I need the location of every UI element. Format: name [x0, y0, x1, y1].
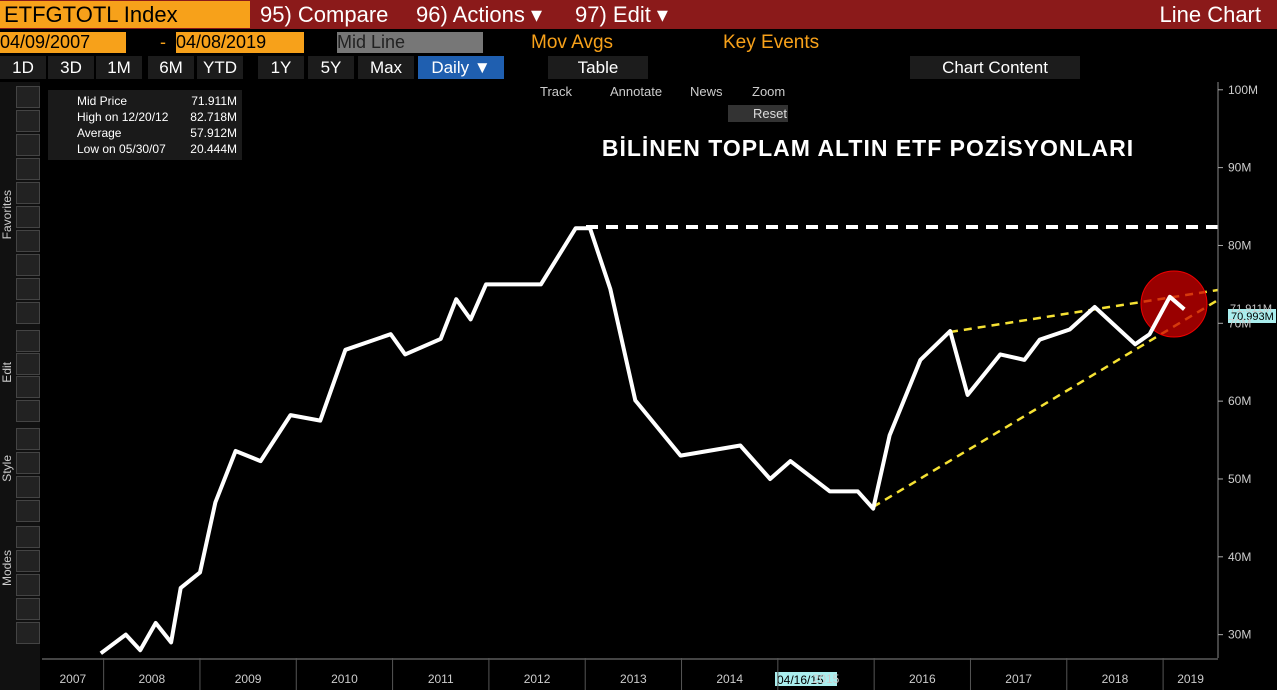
- x-tick-label: 2012: [524, 672, 551, 686]
- legend-name: Mid Price: [77, 94, 127, 108]
- price-tag: 71.911M: [1230, 303, 1272, 315]
- cursor-date: 04/16/15: [777, 673, 824, 687]
- y-tick-label: 50M: [1228, 472, 1251, 486]
- tool-icon[interactable]: [16, 158, 40, 180]
- trend-line: [872, 298, 1219, 509]
- reset-bg: [728, 105, 788, 122]
- x-tick-label: 2017: [1005, 672, 1032, 686]
- period-button[interactable]: 3D: [48, 56, 94, 79]
- tab[interactable]: 97) Edit ▾: [567, 1, 676, 28]
- tool-icon[interactable]: [16, 550, 40, 572]
- reset: Reset: [753, 106, 787, 121]
- tool-icon[interactable]: [16, 400, 40, 422]
- period-button[interactable]: 1M: [96, 56, 142, 79]
- chart-tool: Track: [540, 84, 573, 99]
- key-events[interactable]: Key Events: [723, 32, 820, 53]
- tool-icon[interactable]: [16, 376, 40, 398]
- x-tick-label: 2015: [813, 672, 840, 686]
- period-button[interactable]: 1D: [0, 56, 46, 79]
- view-name: Line Chart: [1159, 2, 1261, 27]
- table-button[interactable]: Table: [548, 56, 648, 79]
- tool-icon[interactable]: [16, 574, 40, 596]
- end-date[interactable]: 04/08/2019: [176, 32, 304, 53]
- legend-value: 71.911M: [191, 94, 237, 108]
- tab[interactable]: 96) Actions ▾: [408, 1, 550, 28]
- tool-icon[interactable]: [16, 110, 40, 132]
- mov-avgs[interactable]: Mov Avgs: [531, 32, 614, 53]
- start-date[interactable]: 04/09/2007: [0, 32, 126, 53]
- chart-tool: News: [690, 84, 723, 99]
- period-button[interactable]: YTD: [197, 56, 243, 79]
- x-tick-label: 2008: [138, 672, 165, 686]
- tool-icon[interactable]: [16, 598, 40, 620]
- tool-icon[interactable]: [16, 254, 40, 276]
- y-tick-label: 100M: [1228, 83, 1258, 97]
- x-tick-label: 2018: [1102, 672, 1129, 686]
- ticker[interactable]: ETFGTOTL Index: [0, 1, 250, 28]
- legend-name: Average: [77, 126, 122, 140]
- legend-value: 82.718M: [190, 110, 237, 124]
- legend-value: 57.912M: [190, 126, 237, 140]
- x-tick-label: 2007: [59, 672, 86, 686]
- legend-name: High on 12/20/12: [77, 110, 169, 124]
- tool-icon[interactable]: [16, 182, 40, 204]
- tool-icon[interactable]: [16, 476, 40, 498]
- tool-icon[interactable]: [16, 302, 40, 324]
- tool-icon[interactable]: [16, 500, 40, 522]
- chart-tool: Zoom: [752, 84, 785, 99]
- tool-icon[interactable]: [16, 134, 40, 156]
- legend-value: 20.444M: [190, 142, 237, 156]
- x-tick-label: 2011: [428, 672, 454, 686]
- legend-box: [48, 90, 242, 160]
- plot-bg: [42, 82, 1222, 658]
- tool-icon[interactable]: [16, 353, 40, 375]
- y-tick-label: 90M: [1228, 161, 1251, 175]
- x-tick-label: 2014: [716, 672, 743, 686]
- tool-icon[interactable]: [16, 86, 40, 108]
- chart-tool: Annotate: [610, 84, 662, 99]
- tool-icon[interactable]: [16, 526, 40, 548]
- chart-content[interactable]: Chart Content: [910, 56, 1080, 79]
- period-button[interactable]: 5Y: [308, 56, 354, 79]
- highlight-circle: [1140, 270, 1208, 338]
- tool-icon[interactable]: [16, 278, 40, 300]
- tool-icon[interactable]: [16, 230, 40, 252]
- date-sep: -: [160, 32, 166, 52]
- y-tick-label: 40M: [1228, 550, 1251, 564]
- tab[interactable]: 95) Compare: [252, 1, 397, 28]
- x-tick-label: 2016: [909, 672, 936, 686]
- price-line: [99, 226, 1186, 655]
- period-button[interactable]: Max: [358, 56, 414, 79]
- y-tick-label: 80M: [1228, 238, 1251, 252]
- tool-icon[interactable]: [16, 330, 40, 352]
- price-tag-bg: [1228, 309, 1276, 323]
- legend-name: Low on 05/30/07: [77, 142, 166, 156]
- price-tag: 70.993M: [1231, 311, 1274, 323]
- x-tick-label: 2010: [331, 672, 358, 686]
- tool-icon[interactable]: [16, 622, 40, 644]
- period-button[interactable]: 1Y: [258, 56, 304, 79]
- tool-icon[interactable]: [16, 206, 40, 228]
- period-button[interactable]: 6M: [148, 56, 194, 79]
- chart-title: BİLİNEN TOPLAM ALTIN ETF POZİSYONLARI: [602, 135, 1134, 161]
- x-tick-label: 2013: [620, 672, 647, 686]
- mode-select[interactable]: Mid Line: [337, 32, 483, 53]
- tool-icon[interactable]: [16, 428, 40, 450]
- frequency[interactable]: Daily ▼: [418, 56, 504, 79]
- x-tick-label: 2009: [235, 672, 262, 686]
- tool-icon[interactable]: [16, 452, 40, 474]
- y-tick-label: 30M: [1228, 628, 1251, 642]
- cursor-tag-bg: [775, 672, 837, 686]
- x-tick-label: 2019: [1177, 672, 1204, 686]
- y-tick-label: 60M: [1228, 394, 1251, 408]
- y-tick-label: 70M: [1228, 316, 1251, 330]
